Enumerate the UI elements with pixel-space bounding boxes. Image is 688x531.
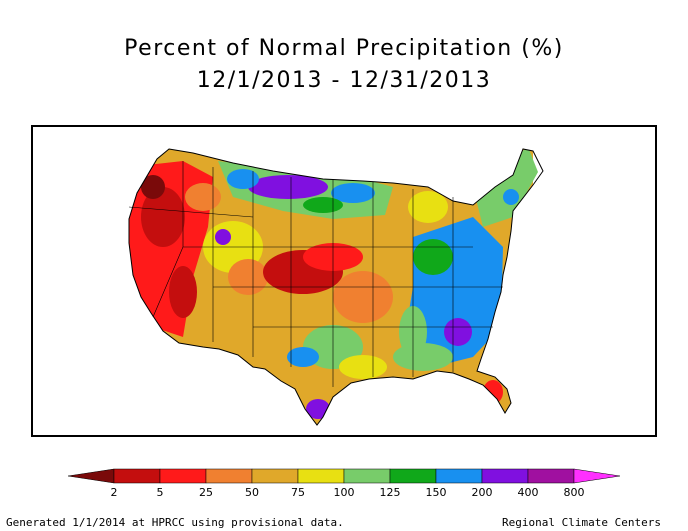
legend-tick-label: 25 <box>199 486 213 499</box>
legend-swatch <box>435 468 483 484</box>
map-title: Percent of Normal Precipitation (%) <box>124 36 564 61</box>
credit-note: Regional Climate Centers <box>502 516 661 529</box>
legend-arrow-low <box>67 468 115 484</box>
legend-tick-label: 800 <box>563 486 585 499</box>
legend-swatch <box>343 468 391 484</box>
legend-tick-label: 400 <box>517 486 539 499</box>
precipitation-map <box>128 148 544 426</box>
legend-swatch <box>113 468 161 484</box>
legend-tick-label: 75 <box>291 486 305 499</box>
legend-bar <box>67 468 621 484</box>
legend-swatch <box>389 468 437 484</box>
legend-arrow-high <box>573 468 621 484</box>
legend-tick-label: 200 <box>471 486 493 499</box>
legend-tick-label: 2 <box>110 486 118 499</box>
map-frame <box>31 125 657 437</box>
legend-tick-label: 125 <box>379 486 401 499</box>
legend-tick-label: 50 <box>245 486 259 499</box>
legend-tick-label: 100 <box>333 486 355 499</box>
state-borders <box>128 161 503 387</box>
legend-swatch <box>297 468 345 484</box>
legend-swatch <box>481 468 529 484</box>
legend-swatch <box>251 468 299 484</box>
map-period: 12/1/2013 - 12/31/2013 <box>196 68 492 93</box>
legend-swatch <box>159 468 207 484</box>
legend-swatch <box>205 468 253 484</box>
legend-swatch <box>527 468 575 484</box>
legend-tick-label: 5 <box>156 486 164 499</box>
legend-tick-label: 150 <box>425 486 447 499</box>
generated-note: Generated 1/1/2014 at HPRCC using provis… <box>6 516 344 529</box>
color-legend: 2 5 25 50 75 100 125 150 200 400 800 <box>62 466 622 506</box>
